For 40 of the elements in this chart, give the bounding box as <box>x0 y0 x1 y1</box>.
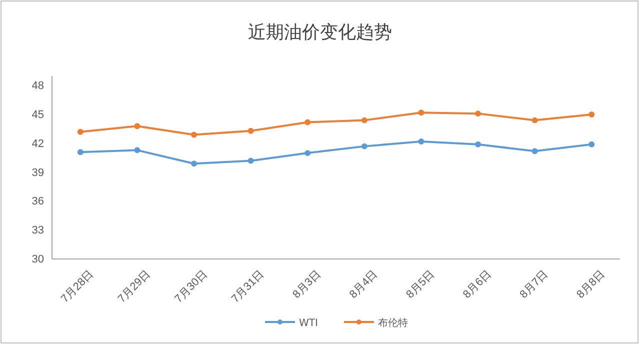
point <box>588 141 595 148</box>
x-tick-label: 8月4日 <box>347 268 380 301</box>
point <box>248 158 254 164</box>
point <box>361 143 368 150</box>
chart-title: 近期油价变化趋势 <box>248 22 392 43</box>
point <box>134 123 140 130</box>
x-tick-label: 8月8日 <box>574 268 608 301</box>
point <box>191 132 197 138</box>
point <box>77 149 84 156</box>
x-tick-label: 7月30日 <box>172 268 210 306</box>
point <box>532 117 538 124</box>
point <box>532 148 538 154</box>
point <box>475 141 481 148</box>
y-tick-label: 42 <box>32 138 44 150</box>
y-tick-label: 48 <box>32 80 44 92</box>
x-tick-label: 8月3日 <box>290 268 324 301</box>
point <box>475 110 481 117</box>
y-tick-label: 36 <box>32 196 44 208</box>
y-tick-label: 33 <box>32 224 44 237</box>
x-tick-label: 7月31日 <box>229 268 266 306</box>
y-tick-label: 30 <box>32 254 44 266</box>
legend-label: 布伦特 <box>378 317 408 329</box>
point <box>304 150 311 156</box>
point <box>191 160 197 167</box>
point <box>361 117 368 124</box>
point <box>418 110 424 116</box>
x-tick-label: 7月28日 <box>59 268 96 306</box>
point <box>304 119 311 126</box>
point <box>418 138 424 144</box>
point <box>77 128 84 135</box>
x-tick-label: 8月6日 <box>460 268 494 301</box>
legend-label: WTI <box>299 318 318 329</box>
point <box>248 128 254 134</box>
x-tick-label: 7月29日 <box>116 268 153 306</box>
y-tick-label: 39 <box>32 166 44 179</box>
x-tick-label: 8月7日 <box>518 268 550 301</box>
y-tick-label: 45 <box>32 109 44 122</box>
x-tick-label: 8月5日 <box>404 268 437 301</box>
point <box>588 112 595 118</box>
point <box>134 147 140 154</box>
